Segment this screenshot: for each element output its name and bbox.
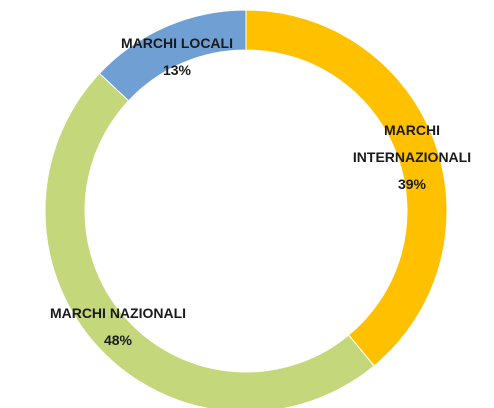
value-label: 48% <box>103 332 133 348</box>
category-label: MARCHI LOCALI <box>121 35 233 51</box>
slice-label-box: MARCHI LOCALI 13% <box>92 30 262 84</box>
slice-label: MARCHI INTERNAZIONALI 39% <box>347 117 477 198</box>
donut-slice <box>98 9 247 102</box>
value-label: 39% <box>397 176 427 192</box>
donut-slice <box>44 72 375 408</box>
slice-label: MARCHI LOCALI 13% <box>92 30 262 84</box>
category-label: MARCHI NAZIONALI <box>49 305 187 321</box>
slice-label-box: MARCHI INTERNAZIONALI 39% <box>347 117 477 198</box>
slice-label: MARCHI NAZIONALI 48% <box>18 300 218 354</box>
slice-label-box: MARCHI NAZIONALI 48% <box>18 300 218 354</box>
category-label: MARCHI INTERNAZIONALI <box>352 122 472 165</box>
value-label: 13% <box>162 62 192 78</box>
